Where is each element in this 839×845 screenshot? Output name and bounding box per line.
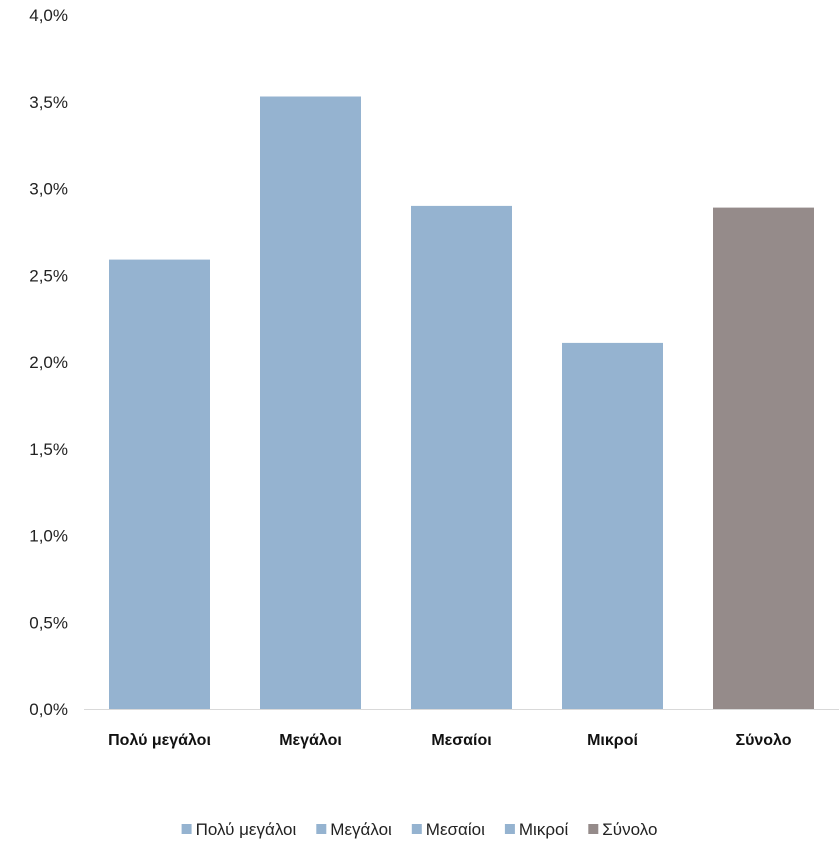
y-tick-label: 1,5% (29, 440, 68, 459)
legend-item: Σύνολο (588, 820, 657, 839)
legend-swatch (411, 824, 422, 834)
y-tick-label: 2,5% (29, 266, 68, 285)
x-category-label: Μεγάλοι (279, 732, 342, 749)
bar (260, 96, 361, 709)
legend-item: Μικροί (504, 820, 569, 839)
legend-item: Μεσαίοι (411, 820, 485, 839)
legend-item: Μεγάλοι (316, 820, 392, 839)
y-tick-label: 3,0% (29, 180, 68, 199)
legend-item: Πολύ μεγάλοι (181, 820, 297, 839)
bar (713, 207, 814, 709)
x-category-label: Μικροί (587, 732, 638, 749)
y-tick-label: 3,5% (29, 93, 68, 112)
x-category-label: Μεσαίοι (431, 732, 491, 749)
legend: Πολύ μεγάλοι Μεγάλοι Μεσαίοι Μικροί Σύνολο (181, 820, 657, 839)
legend-swatch (316, 824, 327, 834)
x-category-label: Πολύ μεγάλοι (108, 732, 211, 749)
legend-label: Μεσαίοι (426, 820, 485, 839)
y-tick-label: 4,0% (29, 6, 68, 25)
x-category-label: Σύνολο (735, 732, 791, 749)
y-tick-label: 0,0% (29, 700, 68, 719)
legend-label: Πολύ μεγάλοι (196, 820, 297, 839)
x-axis: Πολύ μεγάλοι Μεγάλοι Μεσαίοι Μικροί Σύνολο (108, 732, 792, 749)
legend-label: Σύνολο (602, 820, 657, 839)
bar (411, 205, 512, 709)
y-tick-label: 0,5% (29, 613, 68, 632)
legend-label: Μεγάλοι (330, 820, 392, 839)
legend-swatch (181, 824, 192, 834)
legend-swatch (588, 824, 599, 834)
y-tick-label: 2,0% (29, 353, 68, 372)
y-tick-label: 1,0% (29, 527, 68, 546)
bar (109, 259, 210, 709)
legend-swatch (504, 824, 515, 834)
bars (109, 96, 814, 709)
bar (562, 342, 663, 709)
y-axis: 0,0% 0,5% 1,0% 1,5% 2,0% 2,5% 3,0% 3,5% 4,0% (29, 6, 68, 719)
legend-label: Μικροί (519, 820, 569, 839)
